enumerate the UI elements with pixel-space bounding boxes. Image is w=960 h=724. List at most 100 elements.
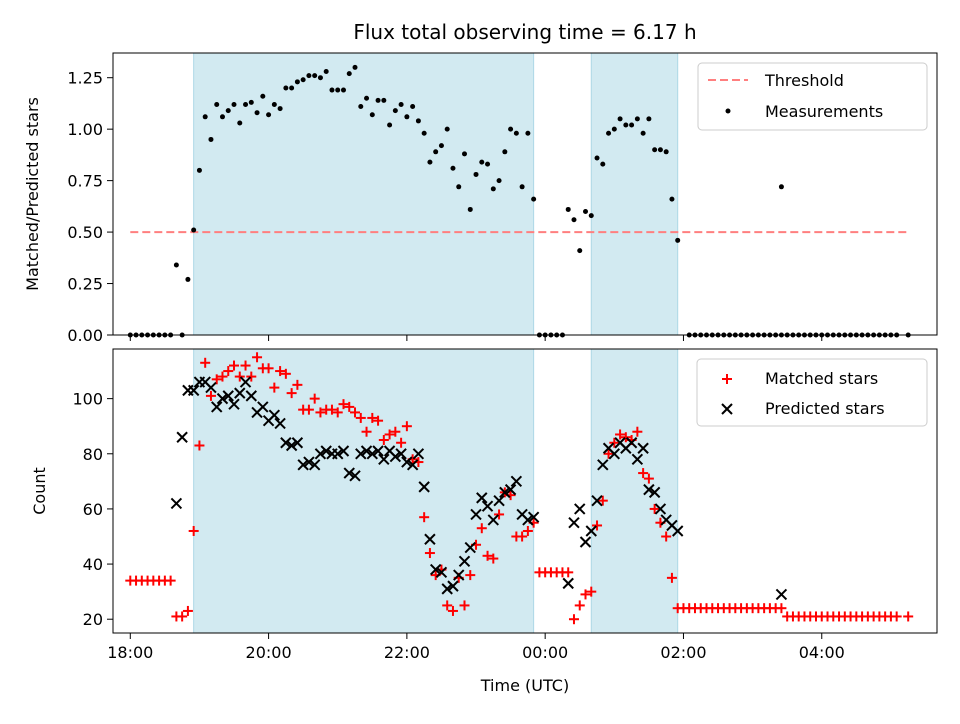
measurement-point — [398, 101, 404, 107]
measurement-point — [473, 171, 479, 177]
cross-b — [568, 517, 580, 529]
matched-point — [229, 360, 240, 371]
matched-point — [592, 520, 603, 531]
measurement-point — [294, 79, 300, 85]
cross-b — [378, 453, 390, 465]
cross-b — [447, 580, 459, 592]
matched-point — [643, 473, 654, 484]
cross-b — [481, 500, 494, 512]
bottom-axes-frame — [112, 348, 938, 634]
measurement-point — [490, 186, 496, 192]
measurement-point — [652, 147, 658, 153]
top-shaded-bands — [193, 52, 679, 336]
bottom-x-axis-ticks: 18:00 20:00 22:00 00:00 02:00 04:00 — [107, 633, 845, 662]
cross-b — [274, 417, 286, 430]
measurement-point — [508, 126, 514, 132]
x-tick-label: 02:00 — [660, 643, 706, 662]
matched-point — [338, 399, 349, 410]
cross-b — [211, 401, 223, 413]
measurement-point — [421, 130, 427, 136]
measurement-point — [485, 161, 491, 167]
legend-plus — [722, 374, 732, 384]
measurement-point — [444, 126, 450, 132]
matched-point — [269, 382, 280, 393]
cross-b — [412, 448, 425, 460]
cross-b — [510, 475, 523, 488]
top-legend-box — [697, 62, 928, 131]
measurement-point — [623, 122, 629, 128]
predicted-point — [205, 381, 217, 394]
matched-point — [401, 421, 412, 432]
predicted-point — [355, 448, 367, 460]
measurement-point — [427, 159, 433, 165]
measurement-point — [657, 147, 663, 153]
cross-b — [303, 456, 315, 468]
measurement-point — [196, 167, 202, 173]
x-tick-label: 18:00 — [107, 643, 153, 662]
predicted-point — [424, 533, 436, 545]
y-tick-label: 1.25 — [67, 69, 103, 88]
measurement-point — [260, 93, 266, 99]
matched-point — [396, 437, 407, 448]
predicted-point — [435, 566, 448, 579]
measurement-point — [404, 114, 410, 120]
matched-point — [615, 429, 626, 440]
legend-matched-swatch — [722, 374, 732, 384]
measurement-point — [571, 217, 577, 223]
cross-b — [291, 437, 304, 449]
measurement-point — [300, 77, 306, 83]
predicted-point — [366, 448, 379, 460]
predicted-point — [527, 511, 540, 523]
measurement-point — [438, 143, 444, 149]
cross-b — [314, 448, 327, 460]
matched-point — [205, 390, 216, 401]
cross-b — [608, 448, 621, 460]
matched-point — [482, 550, 493, 561]
matched-point — [188, 525, 199, 536]
predicted-point — [406, 459, 419, 471]
measurement-point — [243, 101, 249, 107]
predicted-point — [285, 439, 298, 452]
y-tick-label: 0.00 — [67, 326, 103, 345]
cross-b — [775, 588, 788, 601]
measurement-point — [410, 104, 416, 110]
top-y-axis-label: Matched/Predicted stars — [23, 97, 42, 291]
cross-b — [257, 401, 269, 413]
predicted-point — [671, 525, 684, 537]
cross-b — [228, 398, 240, 410]
measurement-point — [202, 114, 208, 120]
cross-b — [239, 376, 252, 388]
predicted-point — [429, 563, 442, 576]
cross-b — [441, 583, 453, 595]
matched-point — [666, 572, 677, 583]
predicted-point — [228, 398, 240, 410]
measurement-point — [531, 196, 537, 202]
chart-title: Flux total observing time = 6.17 h — [353, 20, 696, 44]
predicted-point — [648, 486, 661, 499]
cross-b — [470, 508, 482, 521]
cross-b — [332, 448, 344, 460]
cross-b — [504, 483, 517, 496]
cross-b — [234, 387, 246, 399]
cross-b — [522, 514, 534, 526]
predicted-point — [470, 508, 482, 521]
predicted-point — [574, 503, 586, 515]
matched-point — [344, 401, 355, 412]
matched-point — [465, 570, 476, 581]
cross-b — [337, 445, 350, 457]
top-y-axis-ticks: 0.00 0.25 0.50 0.75 1.00 1.25 — [67, 69, 113, 345]
cross-b — [614, 437, 626, 449]
matched-point — [200, 357, 211, 368]
cross-b — [176, 431, 188, 443]
cross-b — [285, 439, 298, 452]
matched-point — [476, 523, 487, 534]
cross-b — [308, 459, 321, 471]
measurement-point — [502, 149, 508, 155]
measurement-point — [352, 64, 358, 70]
cross-b — [245, 390, 258, 402]
bottom-y-axis-ticks: 20 40 60 80 100 — [72, 390, 113, 629]
measurement-point — [375, 97, 381, 103]
matched-point — [563, 567, 574, 578]
x-tick-label: 04:00 — [799, 643, 845, 662]
predicted-point — [654, 503, 667, 515]
